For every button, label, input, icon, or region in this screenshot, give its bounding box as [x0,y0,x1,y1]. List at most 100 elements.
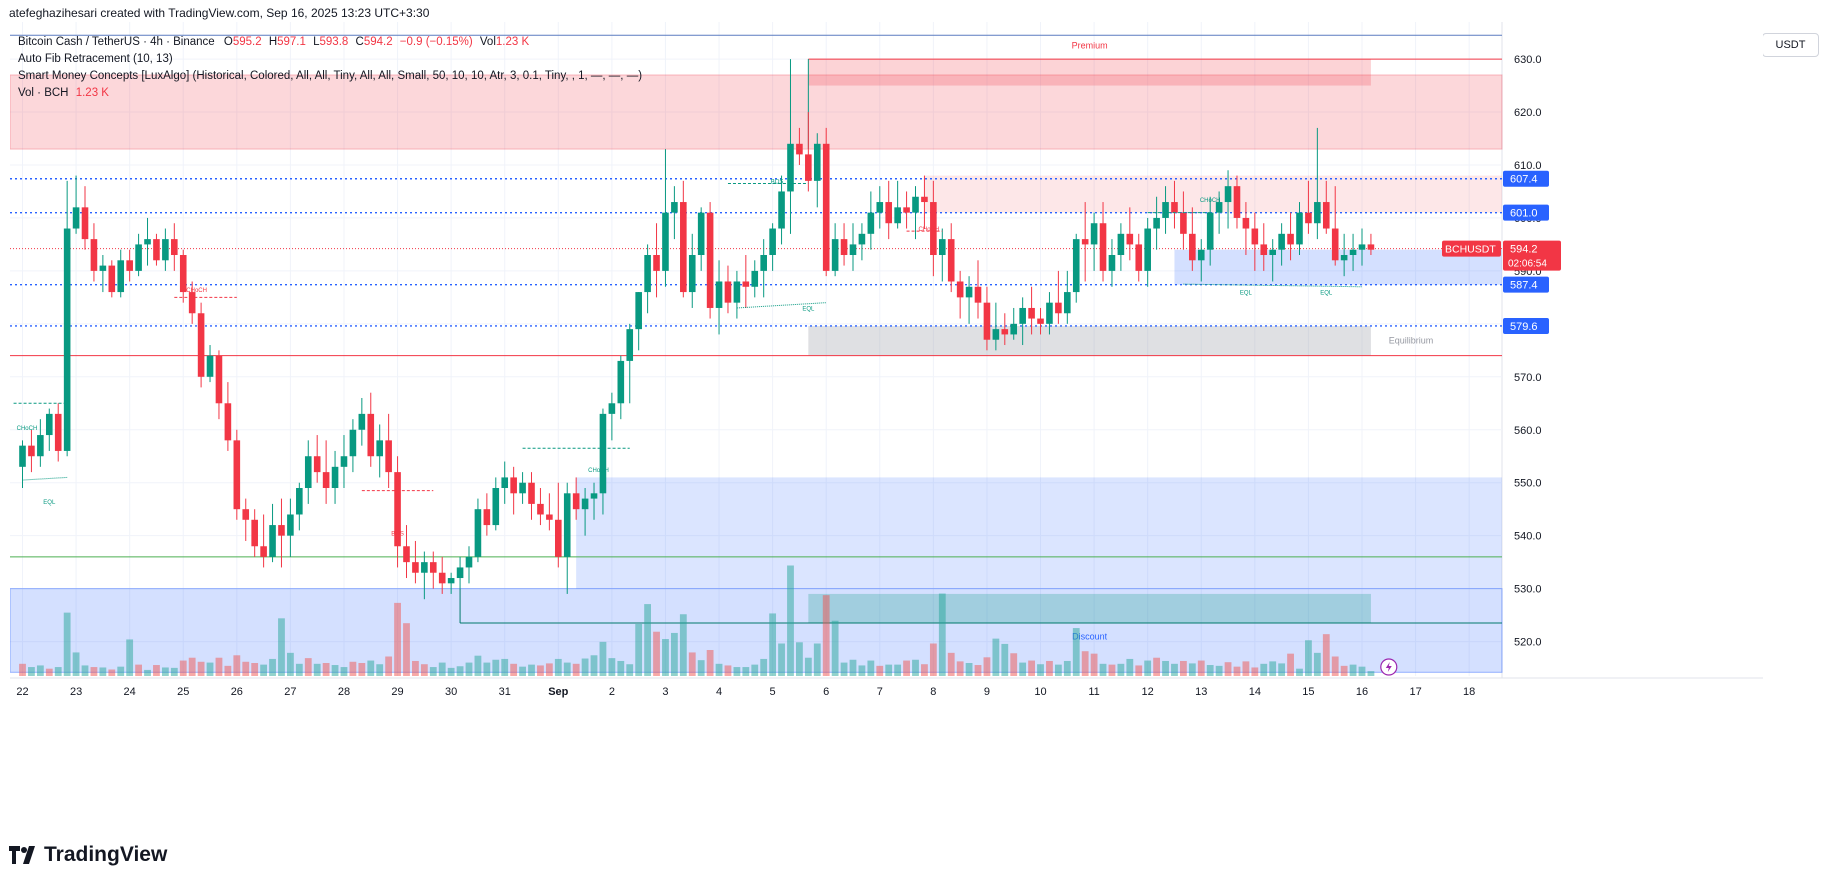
candle-body [269,525,276,557]
volume-bar [260,664,268,676]
price-level-tag-label: 587.4 [1510,280,1538,292]
volume-bar [653,631,660,676]
volume-bar [1215,665,1223,676]
candle-body [1055,302,1062,314]
volume-bar [224,665,232,676]
candle-body [1269,249,1276,256]
time-tick-label: 25 [177,686,189,698]
volume-bars [19,565,1375,676]
time-tick-label: 4 [716,686,722,698]
time-tick-label: 30 [445,686,457,698]
volume-bar [251,663,259,676]
time-tick-label: 5 [770,686,776,698]
volume-bar [304,658,312,676]
volume-bar [921,664,928,676]
price-tick-label: 570.0 [1514,372,1542,384]
volume-bar [206,662,214,676]
indicator-smc[interactable]: Smart Money Concepts [LuxAlgo] (Historic… [18,70,643,82]
volume-bar [153,665,160,676]
candle-body [63,228,71,451]
candle-body [724,281,732,303]
candle-body [456,567,464,579]
price-axis[interactable]: 520.0530.0540.0550.0560.0570.0580.0590.0… [1442,54,1561,649]
volume-bar [510,663,518,676]
candle-body [135,244,142,271]
symbol-ohlc-row: Bitcoin Cash / TetherUS · 4h · Binance O… [18,34,642,51]
time-tick-label: 12 [1142,686,1154,698]
volume-bar [358,663,366,676]
candle-body [340,456,348,467]
volume-bar [1331,656,1339,676]
discount-label: Discount [1072,631,1108,641]
candle-body [840,239,848,256]
currency-button[interactable]: USDT [1762,33,1819,57]
time-tick-label: 27 [284,686,296,698]
time-axis[interactable]: 22 23 24 25 26 27 28 29 30 31 Sep 2 3 4 5 6 7 8 9 10 11 12 13 1… [16,658,1475,698]
candle-body [813,143,821,181]
candle-body [421,562,428,573]
volume-bar [349,661,357,676]
candle-body [930,202,937,256]
candle-body [644,255,651,293]
indicator-fib[interactable]: Auto Fib Retracement (10, 13) [18,53,173,65]
smc-label: CHoCH [17,426,38,432]
symbol-title[interactable]: Bitcoin Cash / TetherUS · 4h · Binance [18,36,215,48]
candle-body [1242,217,1250,229]
volume-bar [1108,664,1116,676]
candle-body [447,578,455,584]
volume-bar [295,663,303,676]
candle-body [81,207,89,240]
candle-body [796,143,803,155]
time-tick-label: 17 [1409,686,1421,698]
candle-body [912,196,919,213]
volume-bar [679,614,687,676]
candle-body [769,228,776,256]
smc-label: EQL [1320,291,1333,297]
volume-bar [340,667,348,676]
low-value: 593.8 [319,36,349,48]
volume-bar [751,664,759,676]
smc-label: EQL [802,307,815,313]
candle-body [492,488,500,526]
volume-bar [161,667,169,676]
alert-icon[interactable] [1380,658,1398,676]
candle-body [251,519,258,547]
price-level-tag-label: 607.4 [1510,174,1538,186]
candle-body [313,456,321,473]
candle-body [1233,186,1241,218]
smc-label: CHoCH [588,468,609,474]
candle-body [474,509,482,557]
volume-bar [108,669,116,676]
candle-body [885,202,893,224]
smc-zones: Premium Equilibrium Discount [10,34,1503,673]
candle-body [599,413,607,494]
candle-body [438,572,446,584]
candle-body [1144,228,1151,271]
indicator-volume[interactable]: Vol · BCH 1.23 K [18,85,642,102]
volume-bar [1367,671,1375,676]
volume-bar [1135,665,1143,676]
candle-body [1019,307,1026,324]
volume-bar [1251,667,1259,676]
volume-bar [1117,663,1125,676]
volume-bar [215,657,223,676]
volume-bar [742,667,750,676]
candle-body [1180,212,1187,234]
last-price-tag [1503,240,1561,271]
volume-bar [1305,640,1312,676]
chart-credit: atefeghazihesari created with TradingVie… [9,6,430,20]
candle-body [1331,228,1339,261]
equilibrium-label: Equilibrium [1389,336,1434,346]
candlesticks [19,59,1375,600]
volume-bar [429,667,437,676]
volume-bar [840,662,848,676]
candle-body [1010,323,1018,335]
volume-bar [1287,653,1294,676]
candle-body [1064,292,1071,314]
candle-body [938,239,946,256]
candle-body [215,355,223,404]
candle-body [99,265,107,271]
volume-bar [1028,660,1035,676]
price-level-tag [1503,204,1549,221]
